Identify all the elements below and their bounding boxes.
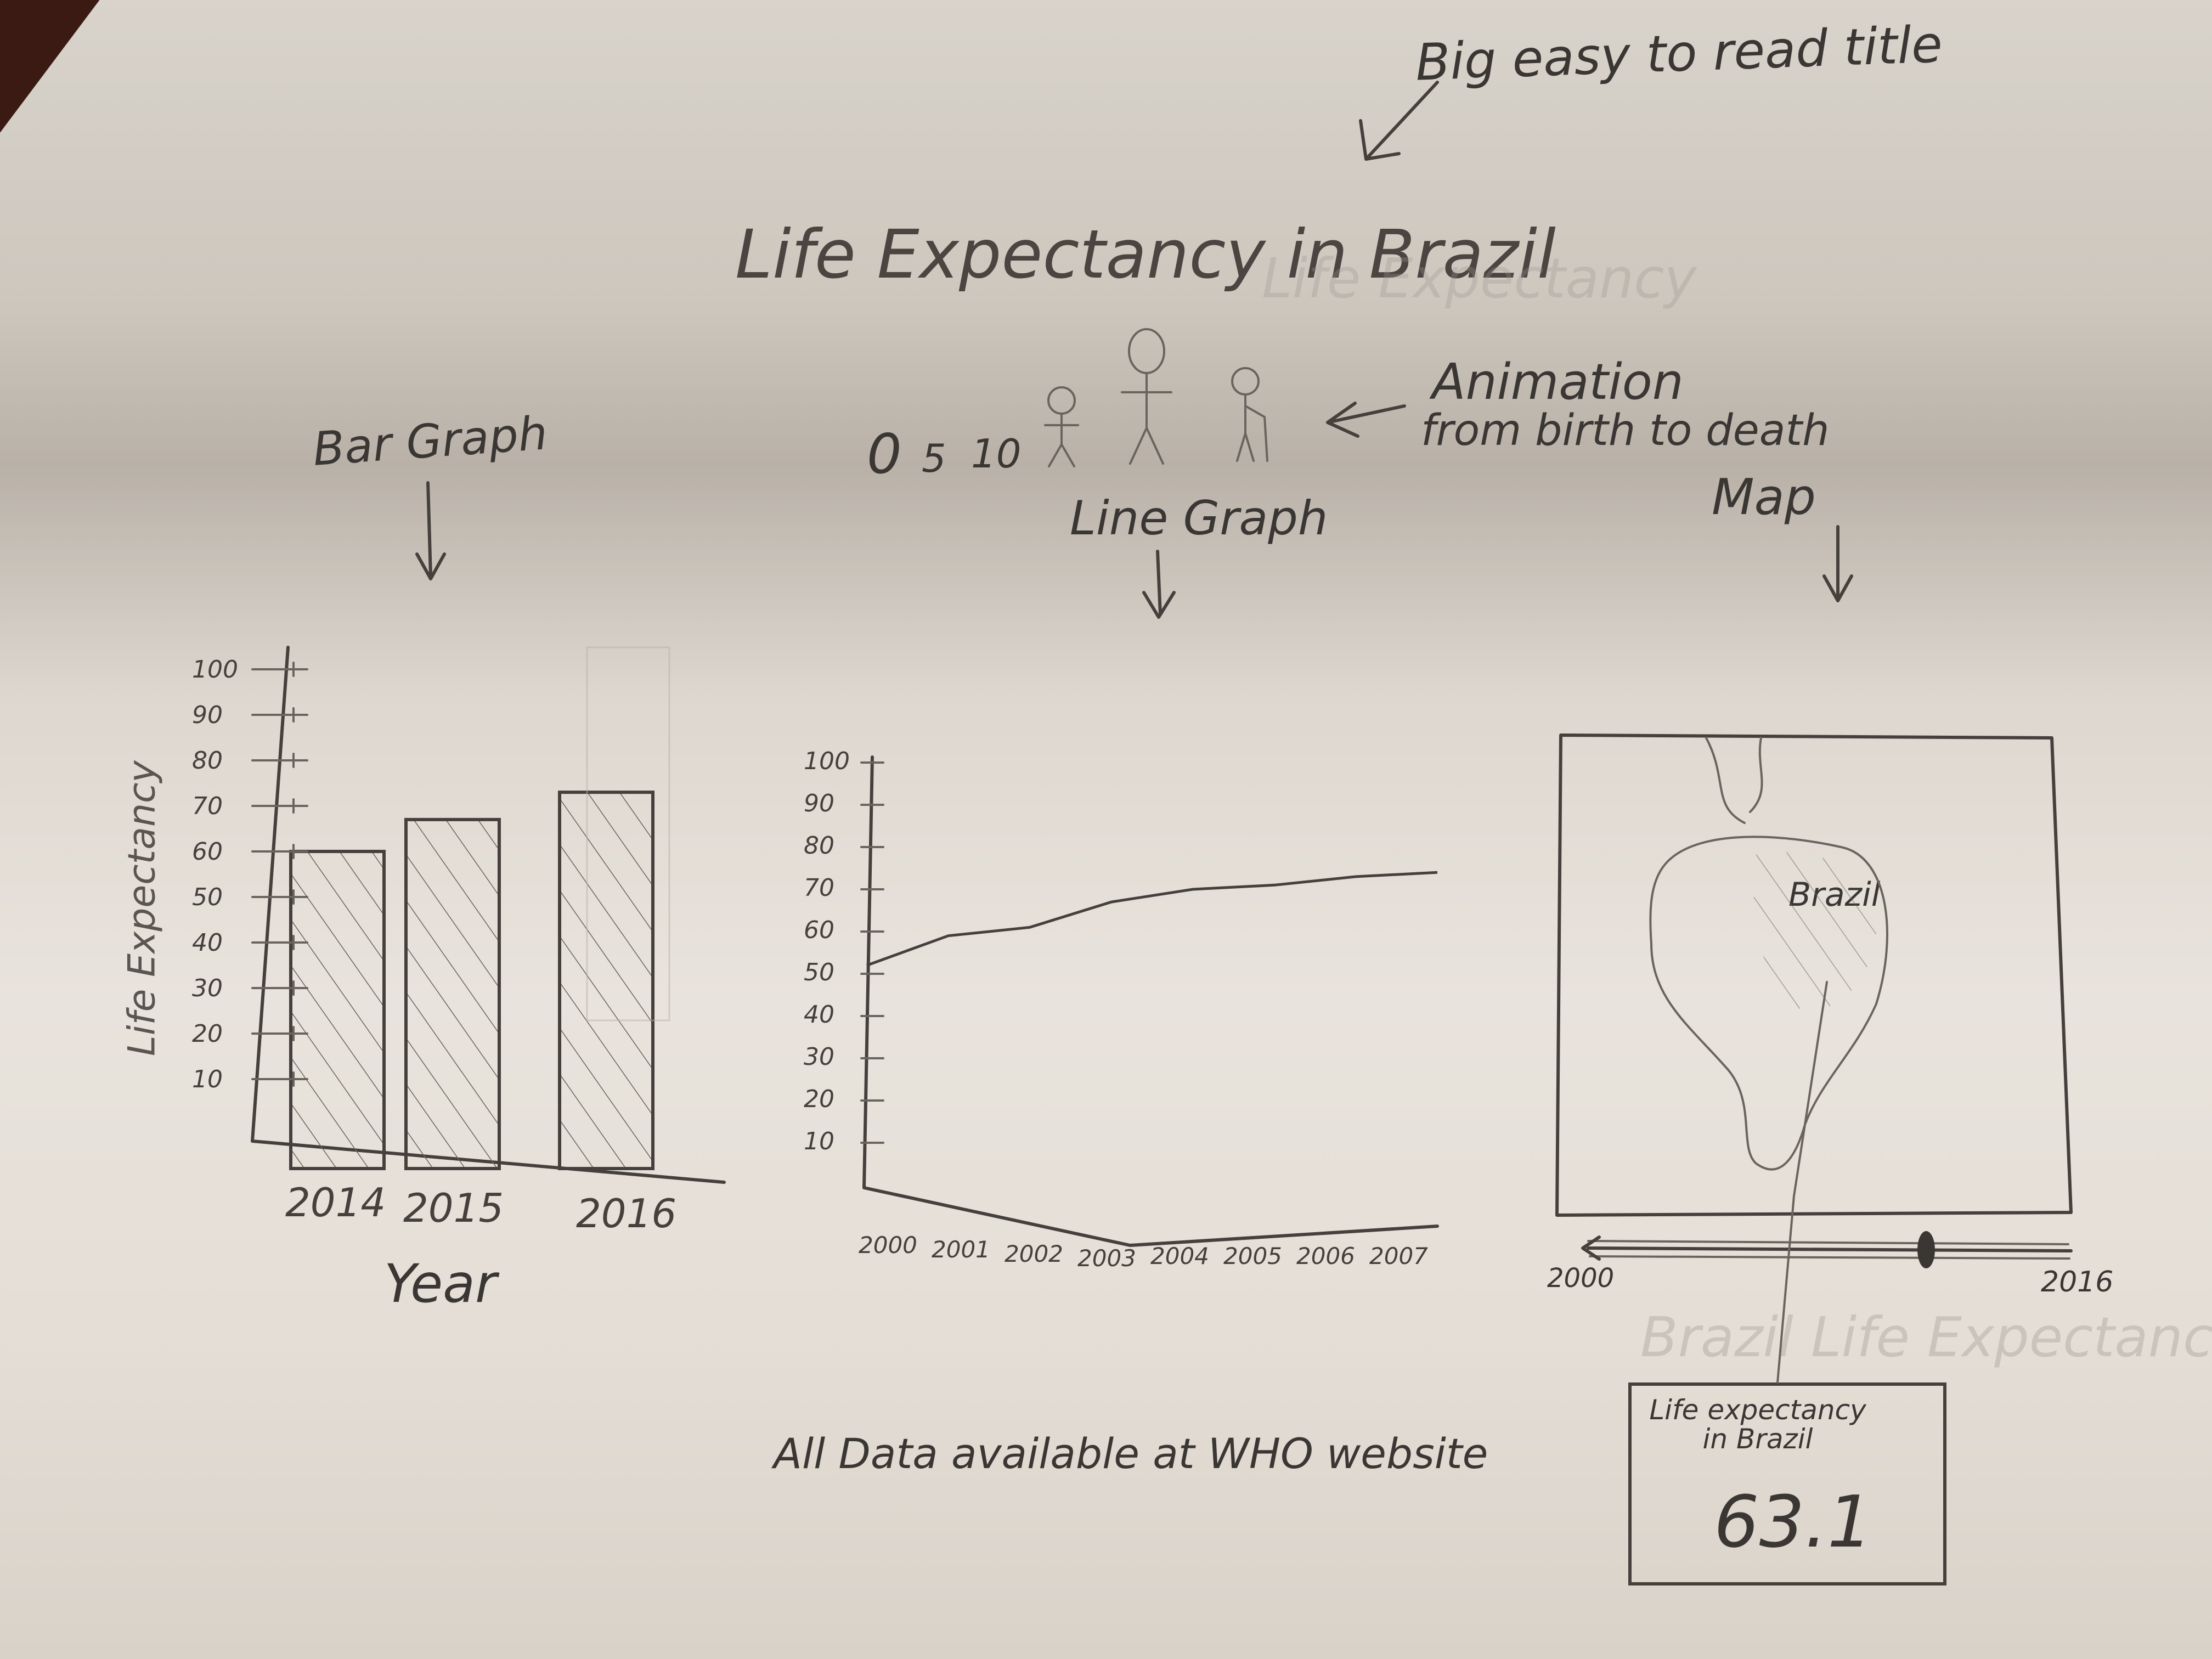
bar-2016 — [558, 791, 654, 1170]
bar-ytick-mark — [251, 935, 308, 950]
bar-xtick-label: 2016 — [576, 1190, 677, 1237]
bar-2015 — [404, 817, 501, 1170]
bar-ytick-label: 40 — [192, 929, 223, 957]
line-ytick-label: 40 — [804, 1001, 834, 1029]
tooltip-title: Life expectancy in Brazil — [1649, 1394, 1866, 1455]
line-graph-arrow — [1142, 550, 1176, 619]
line-ytick-label: 50 — [804, 958, 834, 986]
slider-start-label: 2000 — [1547, 1263, 1615, 1294]
line-xtick-label: 2005 — [1223, 1243, 1282, 1269]
bar-ytick-label: 80 — [192, 747, 223, 775]
tooltip-box: Life expectancy in Brazil 63.1 — [1628, 1383, 1946, 1585]
bar-ytick-mark — [251, 889, 308, 905]
age-label-10: 10 — [971, 431, 1022, 477]
ghost-bar-outline — [586, 646, 670, 1022]
bar-ytick-mark — [251, 753, 308, 768]
south-america-shape — [1649, 836, 1888, 1171]
age-label-5: 5 — [922, 436, 946, 481]
footer-note: All Data available at WHO website — [774, 1429, 1488, 1478]
line-ytick-label: 70 — [804, 874, 834, 902]
bar-ytick-label: 90 — [192, 701, 223, 729]
animation-note-line2: from birth to death — [1421, 405, 1830, 455]
line-xtick-label: 2003 — [1077, 1245, 1136, 1272]
bar-ytick-label: 30 — [192, 974, 223, 1002]
page-title: Life Expectancy in Brazil — [735, 216, 1556, 294]
bar-ytick-mark — [251, 980, 308, 996]
animation-note: Animation from birth to death — [1421, 353, 1830, 453]
title-arrow — [1359, 81, 1439, 161]
line-ytick-label: 90 — [804, 789, 834, 817]
brazil-region — [1750, 852, 1876, 1011]
line-xtick-label: 2007 — [1369, 1243, 1428, 1269]
line-chart-axes — [862, 755, 1439, 1247]
year-slider[interactable] — [1581, 1231, 2073, 1268]
bar-ytick-label: 70 — [192, 792, 223, 820]
line-xtick-label: 2000 — [859, 1232, 917, 1259]
map-arrow — [1822, 525, 1853, 602]
elder-figure — [1231, 367, 1268, 462]
map-note: Map — [1712, 469, 1816, 526]
map-frame — [1555, 733, 2073, 1217]
bar-ytick-mark — [251, 662, 308, 677]
animation-note-line1: Animation — [1432, 353, 1684, 411]
bar-ytick-label: 10 — [192, 1065, 223, 1093]
line-ytick-label: 80 — [804, 832, 834, 860]
adult-figure — [1121, 328, 1172, 465]
bar-graph-arrow — [415, 481, 446, 580]
bar-ytick-mark — [251, 1026, 308, 1041]
line-xtick-label: 2002 — [1005, 1240, 1063, 1267]
bar-ytick-mark — [251, 707, 308, 723]
slider-handle[interactable] — [1917, 1231, 1935, 1268]
age-label-0: 0 — [867, 422, 902, 486]
tooltip-value: 63.1 — [1714, 1480, 1873, 1564]
tooltip-connector — [1776, 981, 1828, 1384]
line-ytick-label: 30 — [804, 1043, 834, 1071]
bar-2014 — [289, 850, 386, 1170]
bar-xtick-label: 2014 — [285, 1180, 386, 1226]
line-ytick-label: 20 — [804, 1085, 834, 1113]
slider-end-label: 2016 — [2041, 1266, 2114, 1299]
bar-ytick-mark — [251, 1071, 308, 1087]
bar-ytick-label: 20 — [192, 1020, 223, 1048]
bar-chart-bars — [251, 662, 654, 1170]
child-figure — [1044, 386, 1079, 467]
bar-xtick-label: 2015 — [403, 1185, 504, 1231]
line-xtick-label: 2004 — [1150, 1243, 1209, 1269]
line-chart-line — [860, 761, 1438, 1144]
line-ytick-label: 60 — [804, 916, 834, 944]
bar-ytick-label: 100 — [192, 656, 238, 684]
life-expectancy-line — [866, 871, 1438, 967]
ghost-title: Life Expectancy — [1262, 246, 1697, 311]
bar-ytick-label: 50 — [192, 883, 223, 911]
line-ytick-label: 100 — [804, 747, 850, 775]
bar-ytick-label: 60 — [192, 838, 223, 866]
line-ytick-label: 10 — [804, 1127, 834, 1155]
line-xtick-label: 2001 — [932, 1236, 990, 1263]
line-xtick-label: 2006 — [1296, 1243, 1355, 1269]
animation-arrow — [1326, 402, 1406, 438]
ghost-map-title: Brazil Life Expectancy — [1640, 1305, 2212, 1369]
line-graph-note: Line Graph — [1070, 491, 1328, 546]
bar-ytick-mark — [251, 844, 308, 859]
bar-ytick-mark — [251, 798, 308, 814]
bar-chart-xlabel: Year — [384, 1253, 497, 1314]
